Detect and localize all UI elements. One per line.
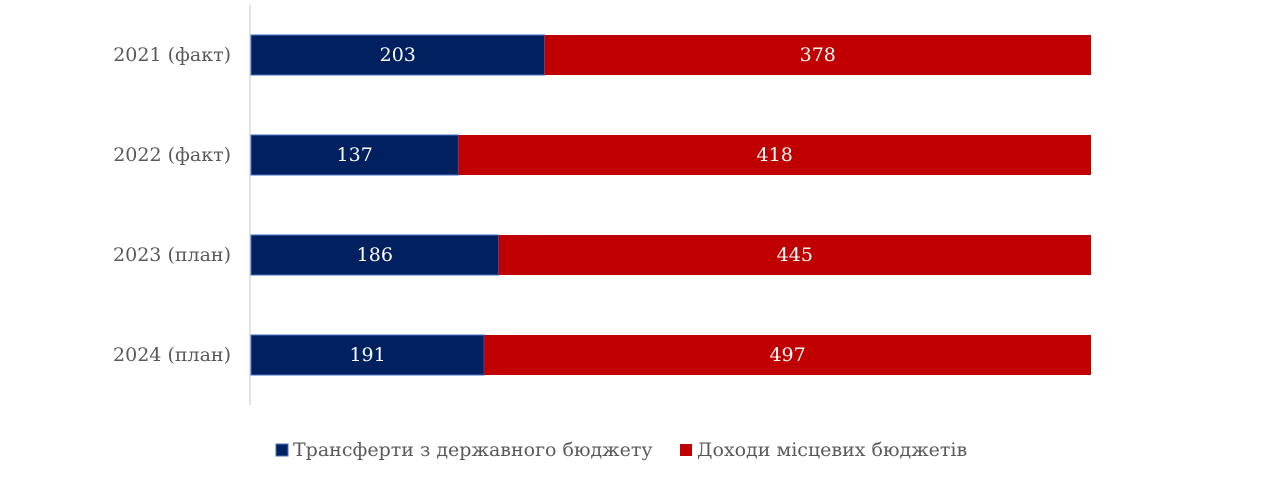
bar-segment — [250, 134, 459, 176]
legend-swatch — [275, 443, 289, 457]
data-label: 191 — [349, 344, 385, 366]
legend-label: Доходи місцевих бюджетів — [697, 439, 967, 461]
data-label: 186 — [357, 244, 393, 266]
bar-segment — [250, 334, 485, 376]
data-label: 497 — [769, 344, 805, 366]
bar-segment — [458, 135, 1092, 175]
bar-segment — [544, 35, 1091, 75]
category-label: 2022 (факт) — [113, 144, 231, 166]
legend: Трансферти з державного бюджету Доходи мі… — [275, 439, 967, 461]
data-label: 418 — [757, 144, 793, 166]
data-label: 203 — [380, 44, 416, 66]
bar-segment — [250, 234, 500, 276]
data-label: 137 — [337, 144, 373, 166]
bar-segment — [498, 235, 1092, 275]
bar-series: 203 378 137 418 186 445 191 497 — [250, 34, 1092, 376]
data-label: 378 — [800, 44, 836, 66]
legend-swatch — [680, 444, 692, 456]
category-label: 2024 (план) — [113, 344, 231, 366]
data-label: 445 — [777, 244, 813, 266]
bar-segment — [484, 335, 1092, 375]
legend-label: Трансферти з державного бюджету — [293, 439, 653, 461]
category-labels: 2021 (факт) 2022 (факт) 2023 (план) 2024 (п… — [113, 44, 231, 366]
category-label: 2023 (план) — [113, 244, 231, 266]
category-label: 2021 (факт) — [113, 44, 231, 66]
